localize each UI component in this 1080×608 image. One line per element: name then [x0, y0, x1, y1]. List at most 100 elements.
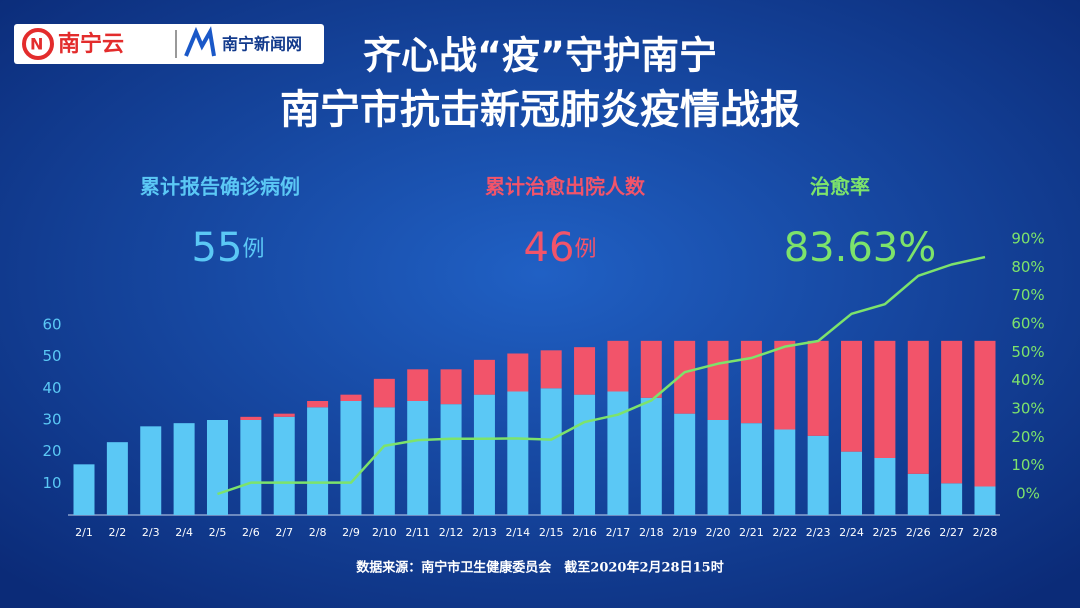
title: 齐心战“疫”守护南宁	[363, 34, 717, 78]
x-tick-label: 2/10	[372, 526, 397, 539]
x-tick-label: 2/12	[439, 526, 464, 539]
bar-segment	[674, 340, 696, 414]
stat-unit: 例	[242, 237, 264, 262]
y2-tick-label: 50%	[1011, 343, 1044, 361]
stat-number: 46	[524, 225, 575, 271]
bar-segment	[607, 391, 629, 515]
bar-segment	[941, 340, 963, 484]
y2-tick-label: 80%	[1011, 258, 1044, 276]
x-tick-label: 2/19	[672, 526, 697, 539]
bar-segment	[106, 442, 128, 515]
y2-tick-label: 0%	[1016, 485, 1040, 503]
bar-segment	[707, 340, 729, 420]
y2-tick-label: 70%	[1011, 286, 1044, 304]
bar-segment	[841, 451, 863, 515]
bar-segment	[774, 340, 796, 430]
bar-segment	[440, 369, 462, 405]
bar-segment	[373, 378, 395, 408]
source-note: 数据来源：南宁市卫生健康委员会 截至2020年2月28日15时	[356, 560, 723, 576]
x-tick-label: 2/27	[939, 526, 964, 539]
stat-unit: 例	[574, 237, 596, 262]
bar-segment	[240, 420, 262, 515]
x-tick-label: 2/22	[772, 526, 797, 539]
logo-bar: N 南宁云 南宁新闻网	[14, 24, 324, 64]
x-tick-label: 2/21	[739, 526, 764, 539]
bar-segment	[740, 423, 762, 515]
bar-segment	[340, 394, 362, 401]
bar-segment	[841, 340, 863, 452]
x-tick-label: 2/18	[639, 526, 664, 539]
x-tick-label: 2/15	[539, 526, 564, 539]
x-tick-label: 2/2	[109, 526, 127, 539]
y-tick-label: 10	[42, 474, 61, 492]
stat-label: 累计治愈出院人数	[485, 175, 646, 199]
x-tick-label: 2/9	[342, 526, 360, 539]
bar-segment	[640, 340, 662, 398]
bar-segment	[273, 416, 295, 515]
bar-segment	[273, 413, 295, 417]
logo-icon-letter: N	[30, 35, 43, 54]
bar-segment	[173, 423, 195, 515]
x-tick-label: 2/14	[505, 526, 530, 539]
bar-segment	[373, 407, 395, 515]
bar-segment	[407, 369, 429, 401]
bar-segment	[974, 486, 996, 515]
x-tick-label: 2/17	[606, 526, 631, 539]
bar-segment	[507, 353, 529, 392]
bar-segment	[73, 464, 95, 515]
logo-text: 南宁云	[58, 31, 124, 57]
y2-tick-label: 20%	[1011, 428, 1044, 446]
bar-segment	[774, 429, 796, 515]
x-tick-label: 2/23	[806, 526, 831, 539]
bar-segment	[340, 401, 362, 515]
bar-segment	[740, 340, 762, 424]
bar-segment	[907, 473, 929, 515]
bar-segment	[874, 340, 896, 458]
x-tick-label: 2/28	[973, 526, 998, 539]
bar-segment	[807, 340, 829, 436]
bar-segment	[974, 340, 996, 487]
bar-segment	[440, 404, 462, 515]
x-tick-label: 2/25	[873, 526, 898, 539]
stat-value: 46例	[524, 225, 597, 271]
bar-segment	[807, 435, 829, 515]
x-tick-label: 2/1	[75, 526, 93, 539]
logo-backdrop	[14, 24, 324, 64]
rate-line	[217, 255, 986, 496]
bar-segment	[574, 347, 596, 395]
title: 南宁市抗击新冠肺炎疫情战报	[280, 87, 800, 133]
y-tick-label: 60	[42, 316, 61, 334]
x-tick-label: 2/24	[839, 526, 864, 539]
x-tick-label: 2/5	[209, 526, 227, 539]
bar-segment	[874, 458, 896, 515]
x-tick-label: 2/13	[472, 526, 497, 539]
bar-segment	[540, 388, 562, 515]
bar-segment	[507, 391, 529, 515]
x-tick-label: 2/4	[175, 526, 193, 539]
y2-tick-label: 90%	[1011, 230, 1044, 248]
stat-number: 83.63%	[784, 225, 937, 271]
y2-tick-label: 40%	[1011, 371, 1044, 389]
x-tick-label: 2/8	[309, 526, 327, 539]
bar-segment	[307, 407, 329, 515]
y-tick-label: 30	[42, 411, 61, 429]
bar-segment	[707, 420, 729, 515]
bar-segment	[240, 416, 262, 420]
stat-value: 55例	[192, 225, 265, 271]
bar-segment	[907, 340, 929, 474]
bar-segment	[473, 394, 495, 515]
y2-tick-label: 10%	[1011, 456, 1044, 474]
bar-segment	[607, 340, 629, 392]
y-tick-label: 40	[42, 379, 61, 397]
y2-tick-label: 60%	[1011, 315, 1044, 333]
bar-segment	[640, 397, 662, 515]
x-tick-label: 2/20	[706, 526, 731, 539]
x-tick-label: 2/6	[242, 526, 260, 539]
bar-segment	[407, 401, 429, 515]
bar-segment	[307, 401, 329, 408]
x-tick-label: 2/16	[572, 526, 597, 539]
bar-segment	[206, 420, 228, 515]
x-tick-label: 2/7	[275, 526, 293, 539]
